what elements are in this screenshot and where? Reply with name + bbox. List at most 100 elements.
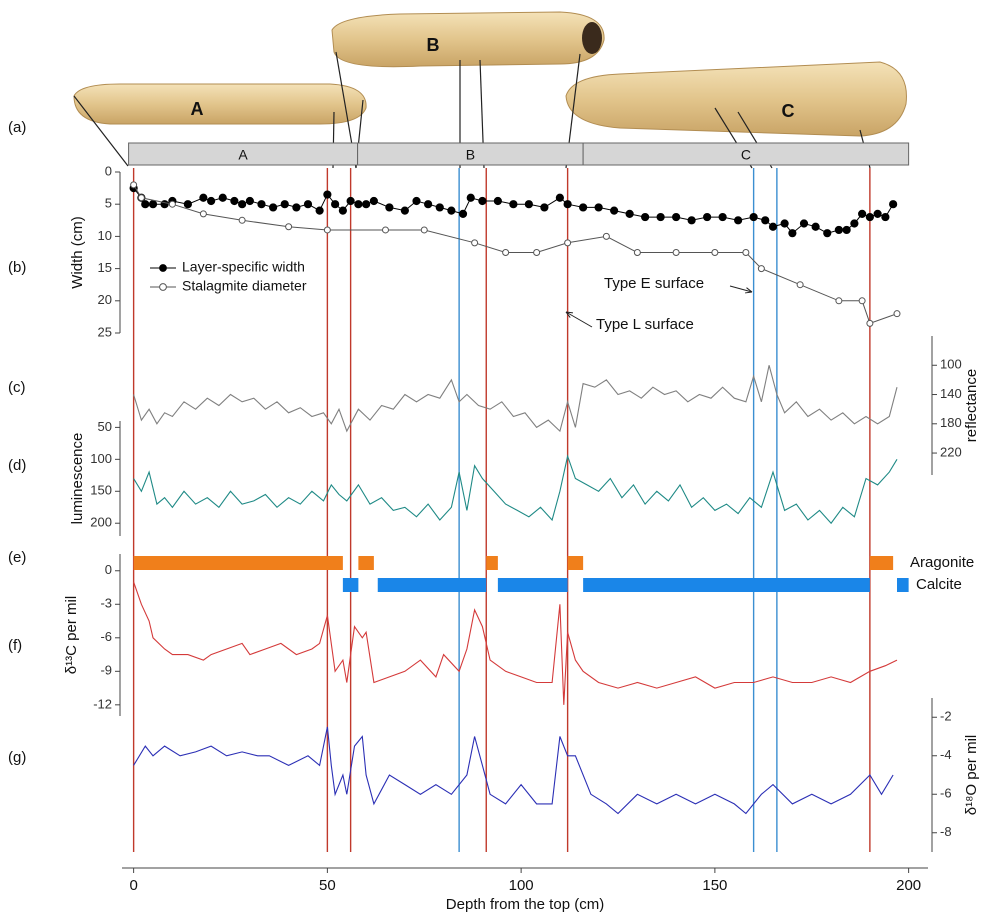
point: [749, 212, 758, 222]
legend-marker: [159, 283, 167, 291]
photo-a: [73, 83, 367, 125]
y-axis-label: δ¹⁸O per mil: [963, 735, 980, 816]
y-tick-label: -12: [93, 696, 112, 711]
photo-label: C: [782, 101, 795, 121]
y-tick-label: -4: [940, 747, 952, 762]
segment-label: C: [741, 147, 751, 163]
segment-label: B: [466, 147, 475, 163]
legend-label: Calcite: [916, 576, 962, 593]
y-tick-label: 10: [98, 228, 112, 243]
y-tick-label: -6: [100, 629, 112, 644]
point: [834, 225, 843, 235]
arrow-head: [565, 311, 574, 318]
mineral-bar: [342, 578, 359, 592]
panel-label: (c): [8, 379, 26, 396]
y-axis-label: luminescence: [69, 433, 86, 525]
point: [331, 200, 340, 209]
legend-marker: [159, 264, 167, 272]
point: [285, 223, 293, 231]
y-tick-label: -8: [940, 824, 952, 839]
y-tick-label: 20: [98, 292, 112, 307]
point: [382, 226, 389, 234]
point: [718, 212, 727, 222]
point: [811, 222, 820, 231]
point: [703, 212, 712, 222]
point: [509, 200, 518, 209]
point: [734, 216, 743, 225]
x-tick-label: 200: [896, 877, 921, 894]
photo-label: B: [427, 35, 440, 55]
series-line: [133, 187, 894, 234]
point: [420, 226, 428, 234]
point: [881, 212, 890, 222]
annotation: Type L surface: [596, 316, 694, 333]
photo-c: [565, 61, 907, 137]
y-tick-label: 180: [940, 415, 962, 430]
photo-arrows: [73, 51, 871, 169]
y-tick-label: 100: [90, 451, 112, 466]
point: [889, 200, 898, 209]
point: [141, 200, 150, 209]
point: [478, 196, 487, 206]
point: [672, 212, 681, 222]
point: [412, 196, 421, 206]
point: [493, 196, 502, 206]
series-line: [133, 365, 898, 433]
y-axis-label: reflectance: [963, 369, 980, 442]
point: [742, 249, 750, 256]
point: [245, 196, 254, 206]
point: [788, 229, 797, 238]
mineral-bar: [486, 556, 498, 570]
point: [533, 249, 541, 256]
point: [199, 210, 207, 218]
point: [447, 206, 456, 215]
point: [641, 212, 650, 222]
point: [633, 249, 641, 256]
series-line: [133, 726, 894, 815]
point: [842, 225, 851, 235]
mineral-bar: [497, 578, 568, 592]
point: [602, 232, 610, 240]
series-line: [133, 454, 898, 525]
point: [893, 310, 901, 318]
point: [148, 200, 158, 209]
mineral-bar: [567, 556, 584, 570]
point: [199, 193, 208, 202]
point: [865, 212, 874, 222]
point: [579, 203, 588, 212]
y-axis-label: Width (cm): [69, 216, 86, 289]
y-tick-label: 50: [98, 419, 112, 434]
x-tick-label: 150: [702, 877, 727, 894]
point: [280, 200, 289, 209]
point: [799, 219, 809, 228]
point: [400, 206, 409, 215]
segment: [582, 142, 910, 166]
point: [835, 297, 843, 305]
y-tick-label: 0: [105, 562, 112, 577]
panel-label: (e): [8, 549, 26, 566]
y-tick-label: 150: [90, 483, 112, 498]
y-tick-label: 0: [105, 163, 112, 178]
point: [269, 203, 278, 212]
y-tick-label: -3: [100, 596, 112, 611]
panel-label: (g): [8, 749, 26, 766]
mineral-bar: [583, 578, 870, 592]
point: [780, 219, 789, 228]
y-tick-label: 15: [98, 260, 112, 275]
point: [866, 319, 874, 327]
point: [424, 200, 433, 209]
series-line: [133, 581, 898, 705]
y-axis-label: δ¹³C per mil: [63, 596, 80, 674]
point: [873, 209, 882, 218]
point: [823, 229, 832, 238]
point: [323, 226, 331, 234]
mineral-bar: [377, 578, 487, 592]
point: [564, 239, 572, 247]
point: [346, 196, 355, 206]
point: [540, 203, 549, 212]
mineral-bar: [358, 556, 374, 570]
point: [338, 206, 347, 215]
y-tick-label: 200: [90, 515, 112, 530]
